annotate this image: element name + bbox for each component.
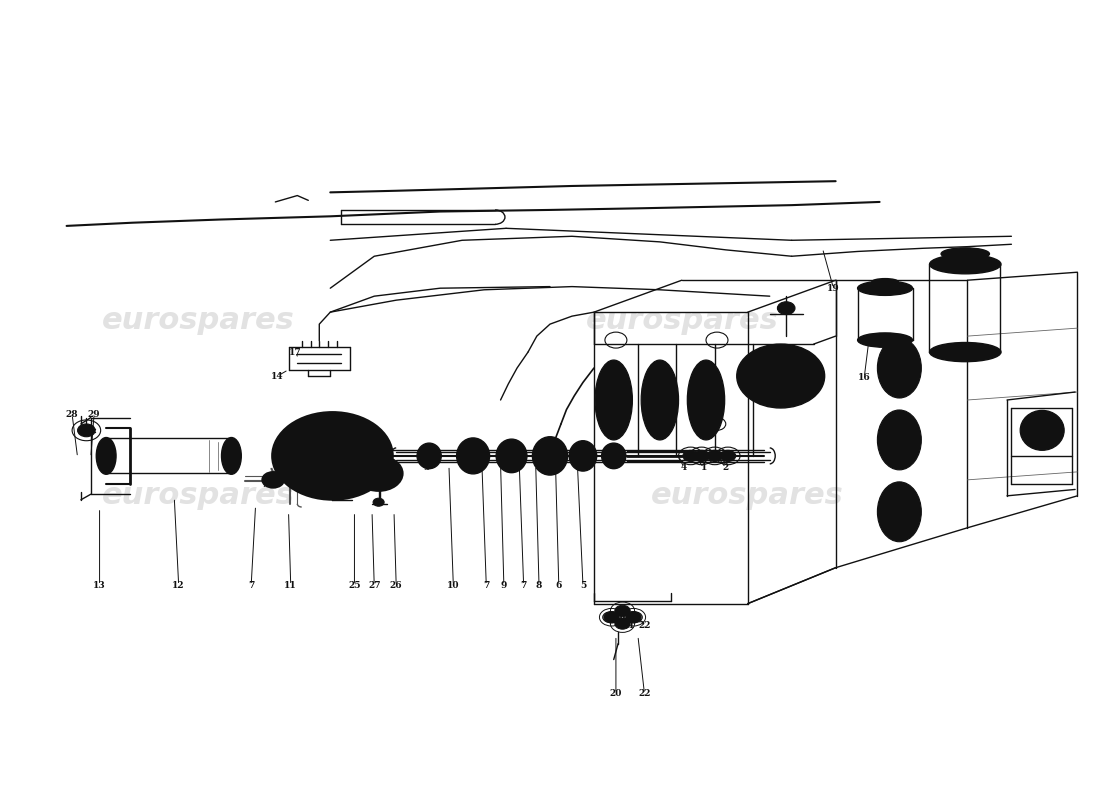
Text: 26: 26 bbox=[389, 581, 403, 590]
Circle shape bbox=[604, 612, 619, 623]
Circle shape bbox=[272, 412, 393, 500]
Ellipse shape bbox=[858, 281, 913, 295]
Text: eurospares: eurospares bbox=[585, 306, 778, 334]
Text: 24: 24 bbox=[377, 463, 389, 472]
Circle shape bbox=[694, 450, 710, 462]
Ellipse shape bbox=[602, 443, 626, 469]
Text: 6: 6 bbox=[556, 581, 562, 590]
Ellipse shape bbox=[641, 360, 679, 440]
Circle shape bbox=[720, 450, 736, 462]
Text: 8: 8 bbox=[536, 581, 542, 590]
Text: 13: 13 bbox=[94, 581, 106, 590]
Ellipse shape bbox=[878, 338, 922, 398]
Ellipse shape bbox=[595, 360, 632, 440]
Text: 20: 20 bbox=[609, 690, 623, 698]
Ellipse shape bbox=[930, 254, 1001, 274]
Text: 2: 2 bbox=[723, 463, 729, 472]
Text: 10: 10 bbox=[447, 581, 460, 590]
Text: 1: 1 bbox=[701, 463, 707, 472]
Ellipse shape bbox=[456, 438, 490, 474]
Text: 22: 22 bbox=[638, 621, 651, 630]
Text: 25: 25 bbox=[349, 581, 361, 590]
Circle shape bbox=[778, 302, 795, 314]
Ellipse shape bbox=[532, 437, 568, 475]
Circle shape bbox=[615, 606, 630, 617]
Text: 27: 27 bbox=[368, 581, 381, 590]
Text: eurospares: eurospares bbox=[102, 306, 295, 334]
Ellipse shape bbox=[569, 441, 596, 471]
Text: 21: 21 bbox=[623, 621, 636, 630]
Ellipse shape bbox=[878, 410, 922, 470]
Text: 7: 7 bbox=[249, 581, 254, 590]
Circle shape bbox=[737, 344, 825, 408]
Text: 12: 12 bbox=[173, 581, 185, 590]
Ellipse shape bbox=[1020, 410, 1064, 450]
Text: 15: 15 bbox=[882, 373, 894, 382]
Text: 11: 11 bbox=[285, 581, 297, 590]
Circle shape bbox=[626, 612, 641, 623]
Text: 19: 19 bbox=[827, 284, 839, 293]
Circle shape bbox=[683, 450, 698, 462]
Circle shape bbox=[615, 618, 630, 630]
Ellipse shape bbox=[496, 439, 527, 473]
Text: 22: 22 bbox=[638, 690, 651, 698]
Text: 7: 7 bbox=[520, 581, 527, 590]
Text: 17: 17 bbox=[289, 347, 301, 357]
Text: 5: 5 bbox=[580, 581, 586, 590]
Text: 29: 29 bbox=[88, 410, 100, 419]
Circle shape bbox=[373, 498, 384, 506]
Text: 18: 18 bbox=[781, 394, 794, 403]
Text: 3: 3 bbox=[424, 463, 430, 472]
Ellipse shape bbox=[878, 482, 922, 542]
Text: 16: 16 bbox=[858, 373, 870, 382]
Ellipse shape bbox=[97, 438, 116, 474]
Circle shape bbox=[262, 472, 284, 488]
Ellipse shape bbox=[930, 342, 1001, 362]
Ellipse shape bbox=[942, 248, 989, 260]
Ellipse shape bbox=[417, 443, 441, 469]
Text: 23: 23 bbox=[331, 463, 343, 472]
Circle shape bbox=[354, 456, 403, 491]
Ellipse shape bbox=[322, 484, 342, 495]
Text: eurospares: eurospares bbox=[102, 482, 295, 510]
Text: 4: 4 bbox=[681, 463, 688, 472]
Ellipse shape bbox=[688, 360, 725, 440]
Text: 14: 14 bbox=[272, 371, 284, 381]
Text: eurospares: eurospares bbox=[651, 482, 844, 510]
Text: 9: 9 bbox=[500, 581, 507, 590]
Text: 30: 30 bbox=[783, 394, 795, 403]
Ellipse shape bbox=[858, 333, 913, 347]
Ellipse shape bbox=[872, 278, 899, 285]
Text: 28: 28 bbox=[66, 410, 78, 419]
Circle shape bbox=[78, 424, 96, 437]
Ellipse shape bbox=[221, 438, 241, 474]
Text: 7: 7 bbox=[483, 581, 490, 590]
Circle shape bbox=[707, 450, 723, 462]
